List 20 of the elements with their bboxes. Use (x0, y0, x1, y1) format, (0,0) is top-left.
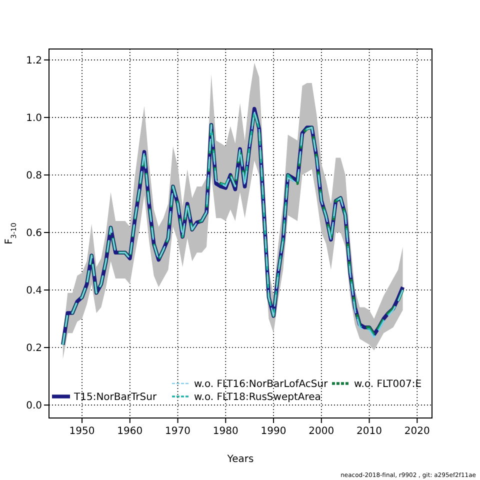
x-tick-label: 1970 (165, 426, 191, 437)
legend-label: w.o. FLT18:RusSweptArea (194, 392, 321, 403)
legend-label: T15:NorBarTrSur (73, 392, 158, 403)
legend-label: w.o. FLT16:NorBarLofAcSur (194, 379, 329, 390)
x-tick-label: 1990 (260, 426, 286, 437)
x-tick-label: 1960 (117, 426, 143, 437)
x-tick-label: 2000 (308, 426, 334, 437)
y-tick-label: 0.2 (26, 343, 42, 354)
y-tick-label: 0.4 (26, 286, 42, 297)
y-tick-label: 1.2 (26, 55, 42, 66)
legend-label: w.o. FLT007:E (354, 379, 422, 390)
x-tick-label: 2020 (404, 426, 430, 437)
y-tick-label: 0.0 (26, 400, 42, 412)
y-tick-label: 0.8 (26, 170, 42, 182)
x-tick-label: 1980 (212, 426, 238, 437)
y-tick-label: 1.0 (26, 112, 42, 124)
x-axis-title: Years (226, 454, 254, 465)
y-tick-label: 0.6 (26, 228, 42, 239)
x-tick-label: 2010 (356, 426, 382, 437)
x-tick-label: 1950 (69, 426, 95, 437)
